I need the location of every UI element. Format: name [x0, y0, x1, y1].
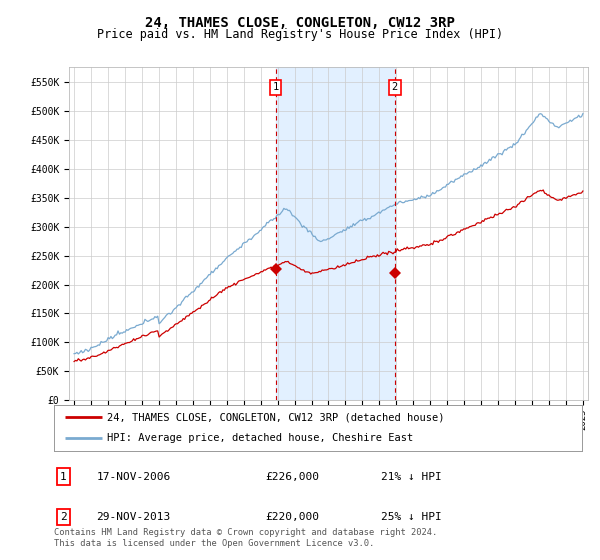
Text: 1: 1 — [60, 472, 67, 482]
Text: £220,000: £220,000 — [265, 512, 319, 522]
Text: 25% ↓ HPI: 25% ↓ HPI — [382, 512, 442, 522]
Text: 24, THAMES CLOSE, CONGLETON, CW12 3RP: 24, THAMES CLOSE, CONGLETON, CW12 3RP — [145, 16, 455, 30]
Text: Price paid vs. HM Land Registry's House Price Index (HPI): Price paid vs. HM Land Registry's House … — [97, 28, 503, 41]
Text: 24, THAMES CLOSE, CONGLETON, CW12 3RP (detached house): 24, THAMES CLOSE, CONGLETON, CW12 3RP (d… — [107, 412, 444, 422]
Text: 2: 2 — [60, 512, 67, 522]
Bar — [275, 67, 395, 400]
Text: Contains HM Land Registry data © Crown copyright and database right 2024.
This d: Contains HM Land Registry data © Crown c… — [54, 528, 437, 548]
Text: 29-NOV-2013: 29-NOV-2013 — [96, 512, 170, 522]
Text: 1: 1 — [272, 82, 279, 92]
Text: 2: 2 — [392, 82, 398, 92]
Text: HPI: Average price, detached house, Cheshire East: HPI: Average price, detached house, Ches… — [107, 433, 413, 444]
Text: 17-NOV-2006: 17-NOV-2006 — [96, 472, 170, 482]
Text: £226,000: £226,000 — [265, 472, 319, 482]
Text: 21% ↓ HPI: 21% ↓ HPI — [382, 472, 442, 482]
